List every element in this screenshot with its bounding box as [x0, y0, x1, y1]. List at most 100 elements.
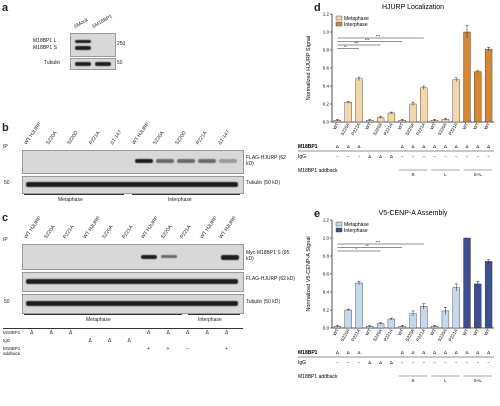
panel-c-band-label: Myc-M18BP1 S (95 kD) [246, 250, 290, 262]
bar [344, 309, 352, 329]
x-tick-label: S220A [404, 328, 415, 342]
condition-cell: Δ [347, 144, 350, 149]
x-tick-label: S220A [372, 122, 383, 136]
x-tick-label: P221A [447, 328, 458, 342]
condition-cell: − [466, 360, 469, 365]
panel-b-lane-label: P221A [195, 130, 209, 146]
condition-cell: Δ [487, 350, 490, 355]
x-tick-label: WT [364, 328, 372, 337]
band-tubulin [26, 301, 238, 306]
legend-swatch-metaphase [335, 221, 343, 227]
panel-c-lane-label: WT HJURP [23, 215, 43, 240]
condition-row-label: IgG [298, 360, 306, 366]
panel-c-blot-tubulin [22, 294, 244, 314]
condition-cell: Δ [465, 144, 468, 149]
band-m18bp1-l [75, 40, 91, 43]
condition-cell: − [444, 154, 447, 159]
significance-label: *** [365, 38, 370, 42]
panel-b-lane-label: S220A [152, 130, 166, 146]
condition-cell: − [336, 154, 339, 159]
condition-cell: Δ [422, 350, 425, 355]
condition-row-label: M18BP1 [298, 350, 318, 356]
band-myc-m18bp1 [221, 255, 239, 260]
panel-c-cell: Δ [205, 330, 209, 336]
x-tick-label: P221A [350, 328, 361, 342]
condition-cell: − [433, 360, 436, 365]
x-tick-label: S220A [404, 122, 415, 136]
panel-d-label: d [314, 2, 321, 14]
x-tick-label: P221A [350, 122, 361, 136]
panel-c-blot-myc [22, 244, 244, 270]
panel-c-cell: Δ [108, 338, 112, 344]
panel-c-cell: − [186, 346, 189, 352]
x-tick-label: WT [332, 328, 340, 337]
panel-a-blot-tubulin [70, 58, 116, 70]
condition-cell: − [476, 360, 479, 365]
panel-c-lane-label: WT HJURP [198, 215, 219, 240]
panel-c-lane-label: P221A [62, 224, 76, 240]
band-flag-hjurp [198, 159, 216, 163]
significance-label: ** [366, 244, 369, 248]
bar [387, 112, 396, 123]
panel-c-row-label: M18BP1 addback [3, 346, 21, 356]
panel-c-lane-label: WT HJURP [81, 215, 102, 240]
bar [387, 318, 396, 329]
bar [463, 31, 471, 123]
chart-v5-cenpa-assembly: V5-CENP-A Assembly Normalized V5-CENP-A S… [298, 210, 494, 383]
panel-b-lane-label: S220D [173, 130, 188, 146]
panel-c-cell: Δ [166, 330, 170, 336]
panel-b-mw: 50 [4, 180, 10, 186]
panel-b-phase-line [24, 194, 124, 195]
addback-label: L [444, 378, 447, 383]
panel-c-lane-label: S220A [101, 224, 115, 240]
y-tick-label: 0.6 [323, 272, 330, 277]
condition-cell: Δ [390, 360, 393, 365]
bar [474, 71, 482, 123]
x-tick-label: WT [332, 122, 340, 131]
y-tick-label: 1.2 [323, 12, 330, 17]
condition-row-label: M18BP1 addback [298, 374, 338, 380]
x-tick-label: WT [364, 122, 372, 131]
panel-c-row-label: M18BP1 [3, 330, 21, 335]
legend-swatch-interphase [335, 21, 343, 27]
panel-a-band-label: M18BP1 S [33, 45, 57, 51]
x-tick-label: P221A [415, 122, 426, 136]
panel-c-mw: 50 [4, 299, 10, 305]
chart-title: V5-CENP-A Assembly [379, 210, 448, 217]
legend-label: Interphase [344, 228, 368, 234]
panel-c-cell: Δ [225, 330, 229, 336]
panel-c-phase-line [188, 314, 240, 315]
y-axis-label: Normalized HJURP Signal [306, 36, 312, 100]
panel-b-band-label: FLAG-HJURP (62 kD) [246, 155, 286, 167]
y-tick-label: 0.0 [323, 326, 330, 331]
panel-b-phase-label: Metaphase [58, 197, 83, 203]
condition-cell: Δ [357, 144, 360, 149]
band-flag-hjurp [26, 279, 238, 284]
bar [452, 287, 460, 329]
panel-b-side-label: IP [3, 144, 8, 150]
condition-cell: Δ [476, 144, 479, 149]
panel-b-phase-line [132, 194, 240, 195]
y-tick-label: 0.6 [323, 66, 330, 71]
band-flag-hjurp [135, 159, 153, 163]
band-flag-hjurp [177, 159, 195, 163]
bar [420, 306, 428, 329]
panel-b-lane-label: S220A [44, 130, 59, 146]
condition-cell: − [422, 360, 425, 365]
condition-cell: − [336, 360, 339, 365]
x-tick-label: S220A [437, 328, 448, 342]
significance-label: *** [354, 42, 359, 46]
condition-cell: Δ [336, 144, 339, 149]
panel-c-lane-label: WT HJURP [140, 215, 160, 240]
panel-c-phase-line [24, 314, 182, 315]
panel-c-cell: + [225, 346, 228, 352]
condition-row-label: IgG [298, 154, 306, 160]
condition-cell: − [455, 154, 458, 159]
addback-label: S+L [474, 172, 483, 177]
x-tick-label: P221A [383, 122, 394, 136]
condition-cell: Δ [411, 350, 414, 355]
panel-b-phase-label: Interphase [168, 197, 192, 203]
bar [474, 283, 482, 329]
panel-a-lane-label: ΔMock [73, 17, 90, 30]
significance-label: ** [344, 45, 347, 49]
